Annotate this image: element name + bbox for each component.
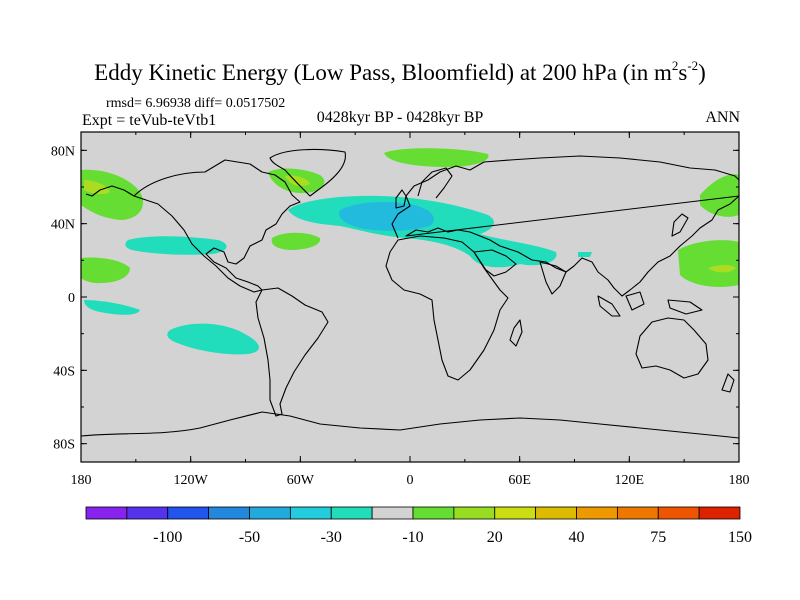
coastline-north-america: [133, 159, 301, 293]
colorbar-label: 40: [569, 529, 585, 546]
colorbar-label: 75: [650, 529, 666, 546]
x-tick-label: 180: [729, 473, 750, 488]
anomaly-region-atlantic-europe-core: [339, 202, 434, 231]
rmsd-label: rmsd= 6.96938 diff= 0.0517502: [106, 96, 286, 111]
anomaly-region-tropical-pacific: [84, 300, 140, 315]
coastline-madagascar: [509, 319, 523, 347]
y-tick-label: 80S: [53, 438, 75, 453]
y-tick-label: 40S: [53, 364, 75, 379]
coastlines: [81, 149, 739, 439]
coastline-borneo: [625, 291, 645, 311]
colorbar-swatch: [167, 506, 210, 520]
map-background: [81, 132, 739, 462]
colorbar-label: -10: [402, 529, 423, 546]
period-label: 0428kyr BP - 0428kyr BP: [316, 109, 484, 126]
colorbar-swatch: [453, 506, 496, 520]
x-tick-label: 0: [407, 473, 414, 488]
anomaly-region-hudson-inner: [285, 175, 310, 186]
coastline-india: [539, 261, 567, 295]
coastline-alaska: [85, 185, 135, 197]
colorbar-swatch: [576, 506, 618, 520]
anomaly-region-east-pacific-midlat: [125, 236, 227, 255]
anomaly-region-north-atlantic-arctic: [384, 148, 489, 168]
x-tick-label: 60E: [508, 473, 531, 488]
colorbar-swatch: [698, 506, 741, 520]
x-tick-label: 60W: [287, 473, 315, 488]
colorbar-label: 20: [487, 529, 503, 546]
y-tick-label: 80N: [51, 144, 75, 159]
anomaly-region-east-pacific: [81, 257, 130, 284]
colorbar-swatch: [535, 506, 577, 520]
x-tick-label: 120E: [615, 473, 645, 488]
anomaly-region-subtropical-atlantic: [271, 232, 321, 250]
coastline-uk: [395, 189, 407, 209]
colorbar-swatch: [249, 506, 291, 520]
y-tick-label: 40N: [51, 218, 75, 233]
coastline-antarctica: [81, 411, 739, 439]
coastline-africa: [385, 235, 509, 381]
colorbar-swatch: [289, 506, 332, 520]
coastline-scandinavia: [417, 167, 453, 199]
coastline-new-zealand: [721, 373, 735, 393]
colorbar-label: -30: [321, 529, 342, 546]
anomaly-region-east-asia-north: [700, 174, 739, 217]
colorbar-swatch: [412, 506, 455, 520]
anomaly-region-west-pacific: [678, 240, 739, 287]
colorbar-swatch: [616, 506, 659, 520]
colorbar-swatch: [657, 506, 700, 520]
x-tick-label: 120W: [174, 473, 209, 488]
colorbar-swatch: [330, 506, 373, 520]
colorbar-swatch: [371, 506, 414, 520]
coastline-japan: [671, 213, 689, 237]
anomaly-region-north-pacific-west-inner: [84, 180, 110, 195]
season-label: ANN: [705, 109, 740, 126]
colorbar: -100 -50 -30 -10 20 40 75 150: [85, 506, 752, 546]
anomaly-region-south-pacific: [167, 323, 259, 355]
colorbar-swatch: [208, 506, 250, 520]
experiment-label: Expt = teVub-teVtb1: [82, 112, 217, 129]
colorbar-swatch: [85, 506, 128, 520]
colorbar-label: -50: [239, 529, 260, 546]
axis-labels: 180 120W 60W 0 60E 120E 180 80N 40N 0 40S 80S: [51, 144, 750, 488]
coastline-arabia: [473, 249, 517, 277]
chart-title: Eddy Kinetic Energy (Low Pass, Bloomfiel…: [94, 58, 706, 85]
colorbar-label: -100: [153, 529, 182, 546]
colorbar-label: 150: [728, 529, 752, 546]
coastline-australia: [635, 317, 709, 379]
anomaly-region-indian-small: [578, 252, 592, 257]
coastline-new-guinea: [667, 299, 703, 315]
x-tick-label: 180: [71, 473, 92, 488]
colorbar-swatch: [494, 506, 537, 520]
coastline-greenland: [269, 149, 346, 197]
y-tick-label: 0: [68, 291, 75, 306]
coastline-south-america: [255, 287, 329, 417]
coastline-eurasia: [391, 155, 739, 297]
coastline-sumatra: [597, 295, 621, 317]
anomaly-region-west-pacific-inner: [708, 265, 736, 273]
colorbar-swatch: [126, 506, 169, 520]
axis-ticks: [80, 132, 740, 462]
